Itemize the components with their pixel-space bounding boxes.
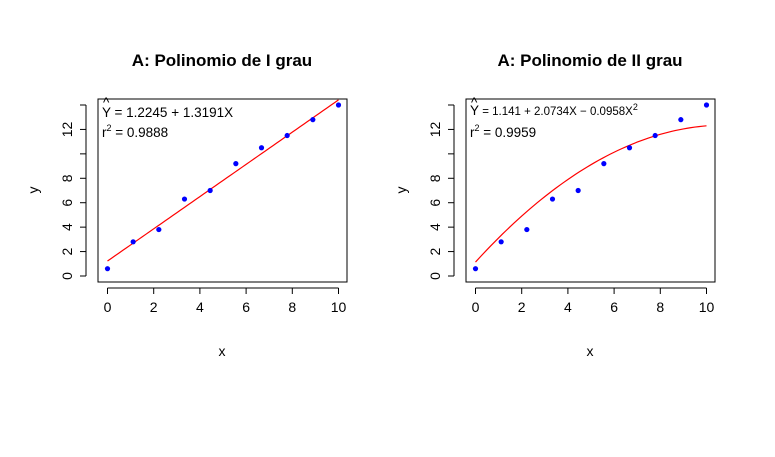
data-point — [207, 187, 213, 194]
y-axis: 0 2 4 6 8 12 — [59, 104, 87, 280]
data-point — [284, 132, 290, 139]
equation-hat: ^ — [471, 95, 478, 110]
points-group — [472, 102, 710, 272]
data-point — [181, 196, 188, 202]
x-axis: 0 2 4 6 8 10 — [104, 287, 347, 315]
equation-hat: ^ — [103, 95, 110, 110]
chart-title: A: Polinomio de I grau — [132, 51, 312, 70]
y-tick-label: 6 — [59, 199, 75, 207]
data-point — [678, 117, 684, 123]
r2-line: r2 = 0.9888 — [102, 123, 168, 140]
data-point — [524, 226, 530, 233]
data-point — [626, 145, 633, 151]
chart-title: A: Polinomio de II grau — [497, 51, 682, 70]
data-point — [652, 132, 658, 139]
equation-y-symbol: Y — [470, 103, 479, 118]
equation-line: Y = 1.141 + 2.0734X − 0.0958X2 — [470, 102, 638, 118]
y-tick-label: 0 — [427, 272, 443, 280]
x-axis-label: x — [587, 343, 594, 359]
x-tick-label: 4 — [196, 299, 204, 315]
equation-annotation: ^ Y = 1.141 + 2.0734X − 0.0958X2 r2 = 0.… — [470, 95, 638, 140]
data-point — [335, 102, 342, 108]
y-tick-label: 12 — [427, 121, 443, 137]
x-tick-label: 6 — [242, 299, 250, 315]
x-axis-label: x — [219, 343, 226, 359]
x-tick-label: 8 — [656, 299, 664, 315]
y-tick-label: 8 — [59, 174, 75, 182]
data-point — [549, 196, 556, 202]
x-tick-label: 6 — [610, 299, 618, 315]
y-tick-label: 4 — [427, 223, 443, 231]
equation-line: Y = 1.2245 + 1.3191X — [102, 105, 233, 120]
plot-box — [465, 98, 716, 283]
y-axis: 0 2 4 6 8 12 — [427, 104, 455, 280]
points-group — [104, 102, 342, 272]
equation-rhs-sup: 2 — [633, 102, 638, 112]
data-point — [601, 161, 607, 167]
y-tick-label: 4 — [59, 223, 75, 231]
panel-linear: A: Polinomio de I grau 0 2 4 6 8 10 0 2 4 6 8 12 x… — [25, 51, 348, 359]
data-point — [472, 266, 479, 272]
data-point — [310, 117, 316, 123]
y-tick-label: 2 — [427, 247, 443, 255]
r2-value: = 0.9959 — [480, 125, 537, 140]
x-tick-label: 2 — [150, 299, 158, 315]
fit-curve-group — [475, 125, 707, 263]
plot-box — [97, 98, 348, 283]
y-tick-label: 6 — [427, 199, 443, 207]
x-tick-label: 0 — [472, 299, 480, 315]
data-point — [104, 266, 111, 272]
equation-annotation: ^ Y = 1.2245 + 1.3191X r2 = 0.9888 — [102, 95, 233, 140]
data-point — [575, 187, 581, 194]
data-point — [233, 161, 239, 167]
data-point — [703, 102, 710, 108]
x-tick-label: 4 — [564, 299, 572, 315]
r2-line: r2 = 0.9959 — [470, 123, 536, 140]
fit-line — [107, 99, 339, 262]
y-tick-label: 12 — [59, 121, 75, 137]
x-tick-label: 8 — [288, 299, 296, 315]
x-axis: 0 2 4 6 8 10 — [472, 287, 715, 315]
r2-base: r — [102, 125, 107, 140]
equation-y-symbol: Y — [102, 105, 111, 120]
x-tick-label: 0 — [104, 299, 112, 315]
panel-quadratic: A: Polinomio de II grau 0 2 4 6 8 10 0246812 … — [393, 51, 716, 359]
y-axis-label: y — [393, 187, 409, 194]
r2-base: r — [470, 125, 475, 140]
fit-line-group — [107, 99, 339, 262]
x-tick-label: 10 — [699, 299, 715, 315]
equation-rhs: = 1.141 + 2.0734X − 0.0958X — [479, 106, 633, 118]
y-tick-label: 8 — [427, 174, 443, 182]
y-tick-label: 2 — [59, 247, 75, 255]
x-tick-label: 2 — [518, 299, 526, 315]
equation-rhs: = 1.2245 + 1.3191X — [111, 105, 233, 120]
x-tick-label: 10 — [331, 299, 347, 315]
data-point — [156, 226, 162, 233]
r2-sup: 2 — [107, 123, 112, 133]
fit-line — [475, 125, 707, 263]
data-point — [258, 145, 265, 151]
y-tick-label: 0 — [59, 272, 75, 280]
data-point — [498, 239, 504, 245]
r2-sup: 2 — [475, 123, 480, 133]
r2-value: = 0.9888 — [112, 125, 169, 140]
data-point — [130, 239, 136, 245]
y-axis-label: y — [25, 187, 41, 194]
